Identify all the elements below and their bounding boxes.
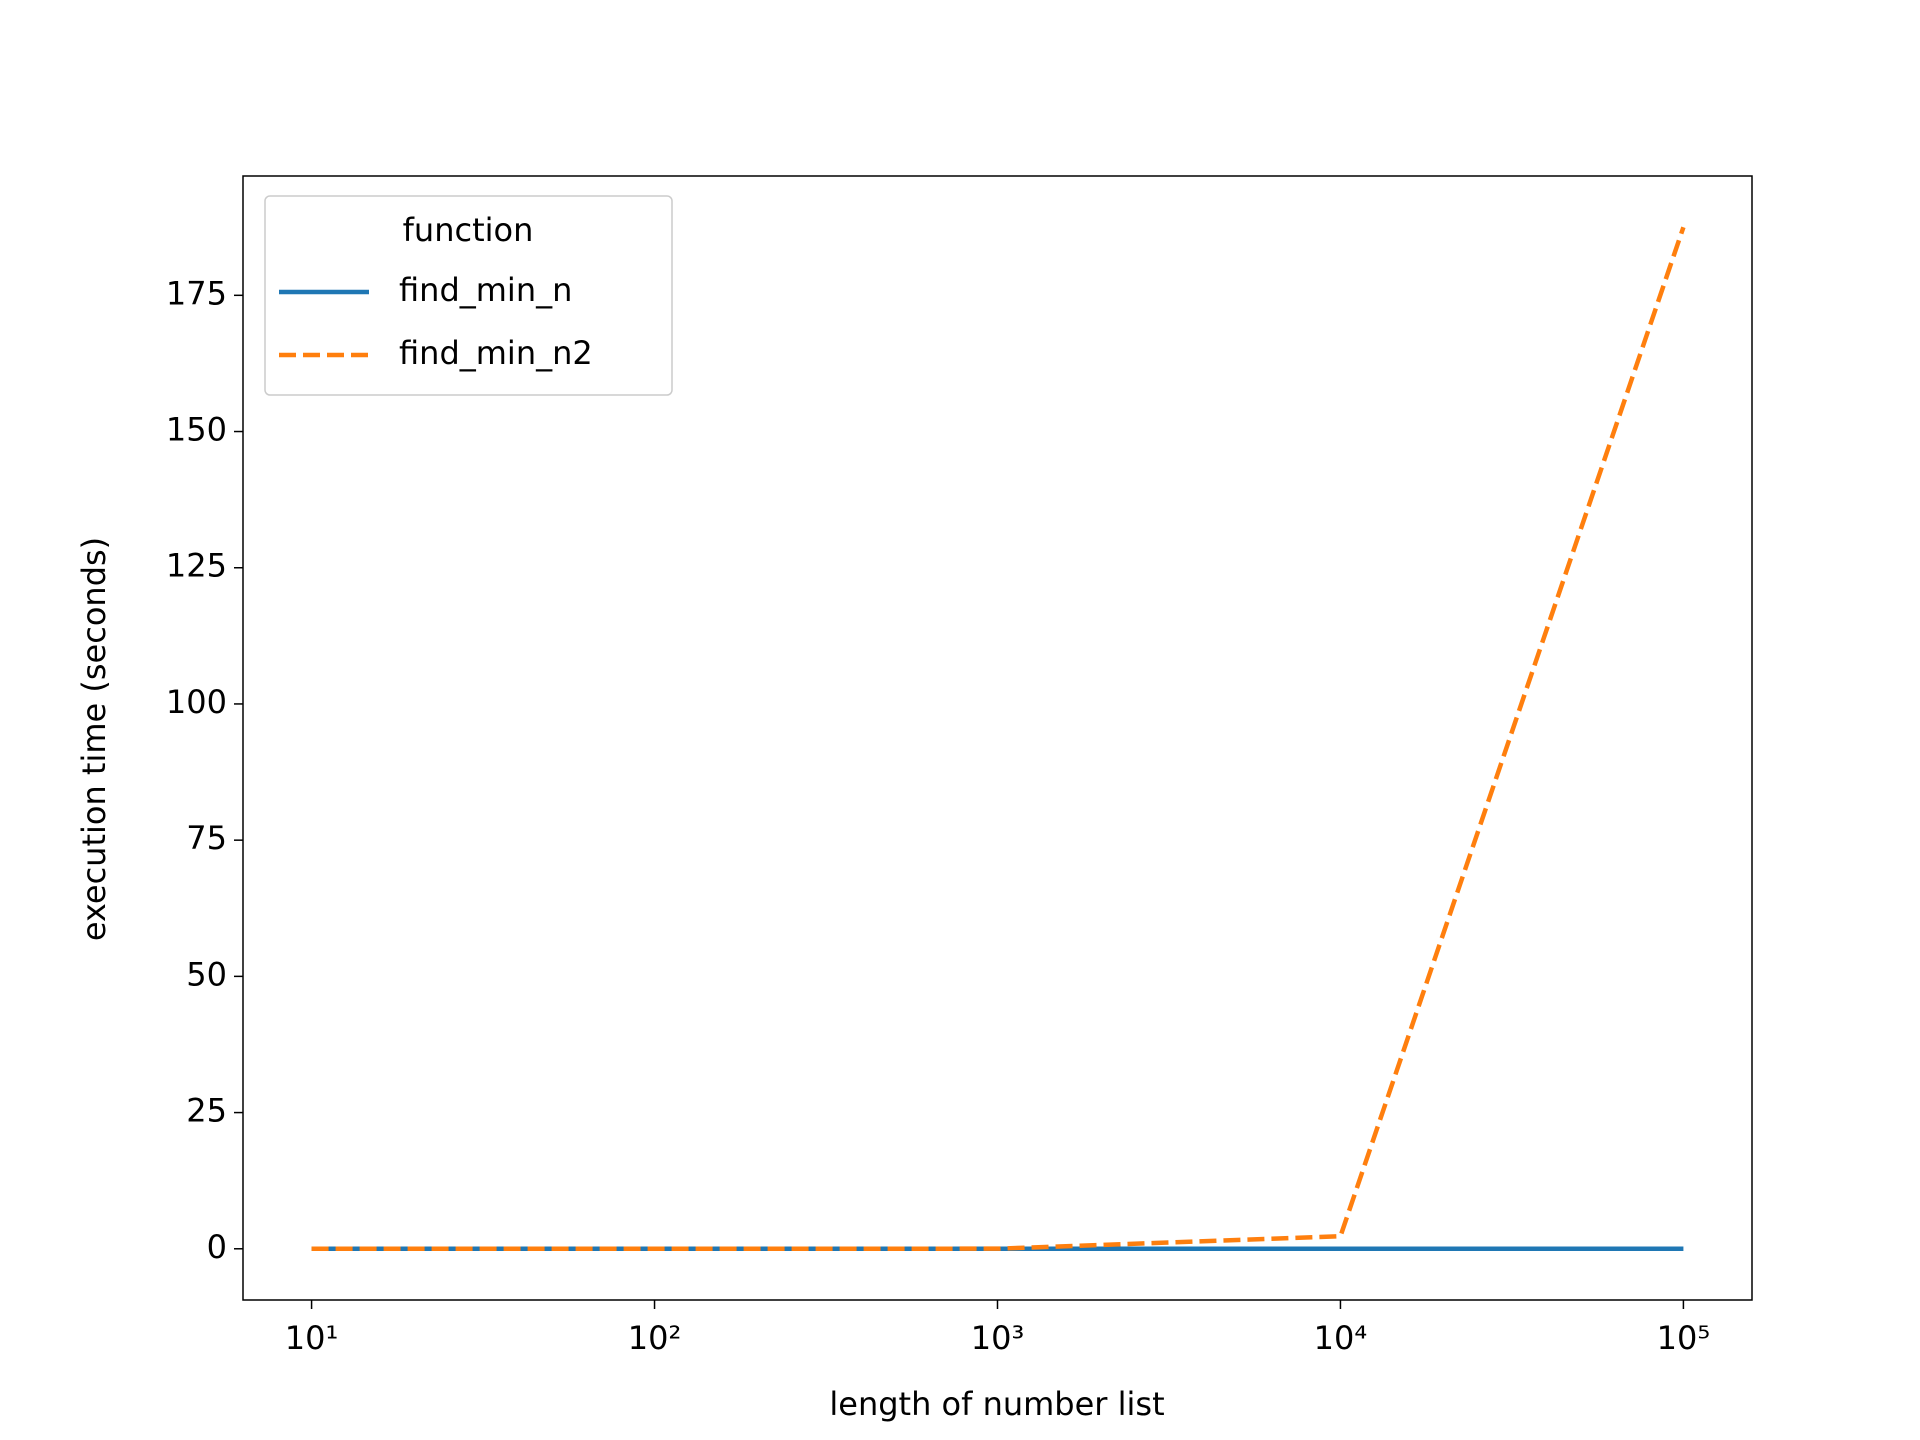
y-tick-label: 0 — [207, 1228, 227, 1266]
y-tick-label: 50 — [186, 955, 227, 993]
legend-box — [264, 195, 673, 396]
y-tick-label: 150 — [166, 411, 227, 449]
series-line — [311, 226, 1686, 1252]
y-axis-label: execution time (seconds) — [75, 537, 113, 941]
legend-label: find_min_n — [399, 271, 572, 309]
legend-title: function — [403, 211, 534, 249]
x-tick-label: 10¹ — [285, 1319, 339, 1357]
x-tick-label: 10⁵ — [1657, 1319, 1711, 1357]
legend-label: find_min_n2 — [399, 334, 593, 372]
plot-frame — [242, 175, 1753, 1301]
x-tick-label: 10³ — [971, 1319, 1025, 1357]
x-axis-label: length of number list — [829, 1385, 1164, 1423]
x-tick-label: 10⁴ — [1314, 1319, 1368, 1357]
y-tick-label: 25 — [186, 1092, 227, 1130]
y-tick-label: 100 — [166, 683, 227, 721]
x-tick-label: 10² — [628, 1319, 682, 1357]
y-tick-label: 175 — [166, 274, 227, 312]
y-tick-label: 125 — [166, 547, 227, 585]
y-tick-label: 75 — [186, 819, 227, 857]
